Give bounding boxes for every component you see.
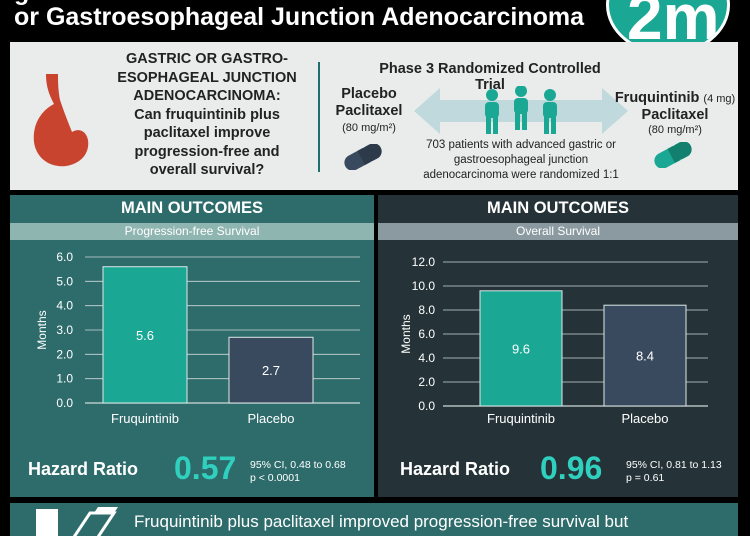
stomach-icon	[33, 74, 89, 167]
fruquintinib-paclitaxel-dose: (80 mg/m²)	[648, 124, 702, 136]
y-tick-label: 6.0	[418, 327, 435, 341]
os-hr-label: Hazard Ratio	[400, 459, 511, 479]
pfs-panel-subtitle: Progression-free Survival	[10, 223, 374, 240]
study-question: GASTRIC OR GASTRO- ESOPHAGEAL JUNCTION A…	[117, 51, 297, 178]
y-tick-label: 0.0	[56, 396, 73, 410]
fruquintinib-dose: (4 mg)	[703, 93, 736, 105]
y-tick-label: 3.0	[56, 323, 73, 337]
pfs-bar-chart: 0.0 1.0 2.0 3.0 4.0 5.0 6.0 Months 5.6 Fruquintin…	[35, 250, 360, 426]
y-tick-label: 1.0	[56, 372, 73, 386]
bar-value-label: 9.6	[512, 341, 530, 356]
os-outcome-panel: MAIN OUTCOMES Overall Survival 0.0 2.0 4.0…	[378, 195, 738, 497]
y-tick-label: 12.0	[412, 255, 436, 269]
bar-value-label: 5.6	[136, 328, 154, 343]
pfs-hazard-ratio: Hazard Ratio 0.57 95% CI, 0.48 to 0.68 p…	[10, 449, 374, 495]
page-title: or Gastroesophageal Junction Adenocarcin…	[14, 3, 585, 31]
pfs-hr-label: Hazard Ratio	[28, 459, 139, 479]
bar-fruquintinib	[102, 266, 188, 404]
y-tick-label: 2.0	[56, 347, 73, 361]
logo-text: 2m	[627, 0, 720, 42]
y-tick-label: 8.0	[418, 303, 435, 317]
os-hr-ci: 95% CI, 0.81 to 1.13 p = 0.61	[626, 459, 722, 484]
os-panel-title: MAIN OUTCOMES	[486, 199, 630, 217]
placebo-arm-label: Placebo Paclitaxel	[335, 86, 403, 119]
pill-icon	[654, 142, 692, 168]
y-axis-label: Months	[35, 310, 49, 349]
conclusion-text: Fruquintinib plus paclitaxel improved pr…	[134, 512, 629, 531]
y-tick-label: 4.0	[418, 351, 435, 365]
category-label: Fruquintinib	[487, 411, 555, 426]
bar-placebo	[603, 304, 687, 407]
pfs-hr-value: 0.57	[174, 450, 237, 486]
trial-title: Phase 3 Randomized Controlled Trial	[379, 61, 601, 93]
fruquintinib-paclitaxel-label: Paclitaxel	[641, 107, 709, 123]
y-tick-label: 4.0	[56, 299, 73, 313]
y-tick-label: 2.0	[418, 375, 435, 389]
y-tick-label: 10.0	[412, 279, 436, 293]
intro-panel: GASTRIC OR GASTRO- ESOPHAGEAL JUNCTION A…	[10, 42, 738, 190]
os-bar-chart: 0.0 2.0 4.0 6.0 8.0 10.0 12.0 Months 9.6 Fruquint…	[399, 255, 708, 426]
pfs-panel-title: MAIN OUTCOMES	[120, 199, 264, 217]
y-axis-label: Months	[399, 314, 413, 353]
pfs-hr-ci: 95% CI, 0.48 to 0.68 p < 0.0001	[250, 459, 346, 484]
double-arrow-icon	[414, 86, 628, 134]
os-panel-subtitle: Overall Survival	[378, 223, 738, 240]
bar-value-label: 8.4	[636, 349, 654, 364]
category-label: Placebo	[622, 411, 669, 426]
category-label: Placebo	[248, 411, 295, 426]
y-tick-label: 5.0	[56, 274, 73, 288]
os-hazard-ratio: Hazard Ratio 0.96 95% CI, 0.81 to 1.13 p…	[378, 449, 738, 495]
fruquintinib-name: Fruquintinib	[614, 90, 700, 106]
jama-logo-icon: 2m	[606, 0, 730, 42]
bar-value-label: 2.7	[262, 363, 280, 378]
pencil-note-icon	[36, 507, 118, 536]
category-label: Fruquintinib	[111, 411, 179, 426]
os-hr-value: 0.96	[540, 450, 603, 486]
pill-icon	[344, 144, 382, 170]
bar-fruquintinib	[479, 290, 563, 407]
people-icon	[485, 86, 557, 134]
pfs-outcome-panel: MAIN OUTCOMES Progression-free Survival …	[10, 195, 374, 497]
placebo-arm-dose: (80 mg/m²)	[342, 122, 396, 134]
header-title-overflow: g	[14, 0, 29, 7]
y-tick-label: 0.0	[418, 399, 435, 413]
fruquintinib-arm-label: Fruquintinib (4 mg)	[606, 90, 744, 106]
conclusion-bar: Fruquintinib plus paclitaxel improved pr…	[10, 503, 738, 536]
y-tick-label: 6.0	[56, 250, 73, 264]
trial-description: 703 patients with advanced gastric or ga…	[423, 139, 619, 181]
header-bar: g or Gastroesophageal Junction Adenocarc…	[0, 0, 750, 42]
bar-placebo	[228, 336, 314, 404]
section-divider	[318, 62, 320, 172]
